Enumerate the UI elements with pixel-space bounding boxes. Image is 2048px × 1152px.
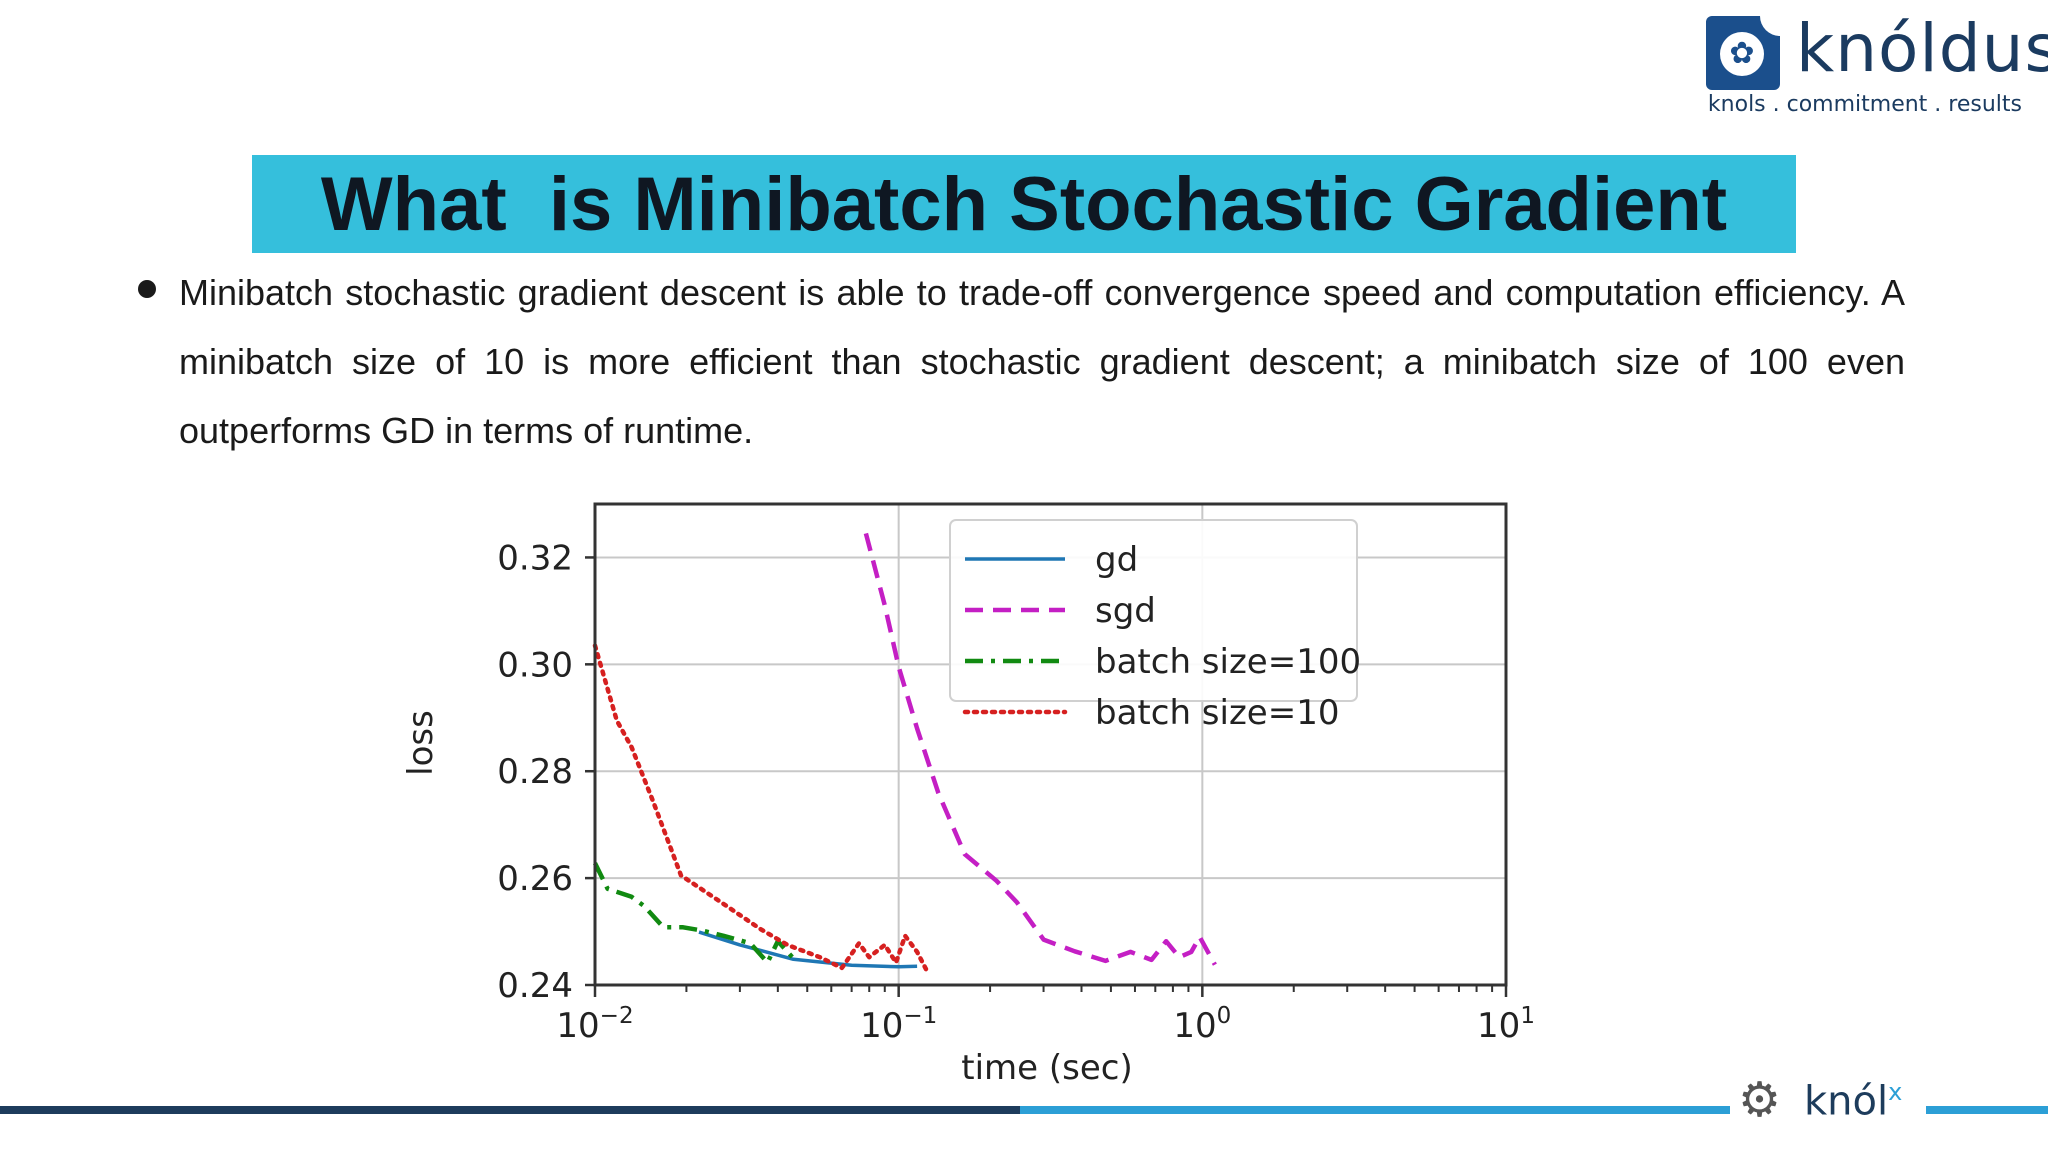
slide-title: What is Minibatch Stochastic Gradient [320,161,1728,247]
footer-line-dark [0,1106,1020,1114]
plot-frame [593,502,1508,987]
logo-name: knóldus [1796,10,2048,87]
logo-tagline: knols . commitment . results [1707,92,2022,117]
knolx-brand: knól [1804,1078,1889,1125]
legend-label: gd [1095,540,1138,580]
series-line-3 [592,643,931,976]
legend-label: sgd [1095,591,1156,631]
series-line-2 [592,862,796,965]
knoldus-logo: ✿ knóldus knols . commitment . results [1706,10,2048,124]
series-line-0 [698,930,918,969]
legend: gd sgd batch size=100 batch size=10 [949,519,1361,733]
legend-box [949,519,1358,702]
footer-line-light [1020,1106,2048,1114]
bullet-dot [138,280,156,298]
x-tick-label: 100 [1173,1003,1231,1046]
bullet-text: Minibatch stochastic gradient descent is… [179,272,1905,451]
x-tick-label: 10−2 [556,1003,633,1046]
y-tick-label: 0.24 [497,966,573,1006]
maple-leaf-icon: ✿ [1706,16,1780,90]
loss-chart: 0.24 0.26 0.28 0.30 0.32 10−2 10−1 100 101 loss … [380,465,1580,1095]
legend-label: batch size=10 [1095,693,1339,733]
knolx-brand-sup: x [1888,1078,1903,1106]
title-bar: What is Minibatch Stochastic Gradient [252,155,1796,253]
y-tick-label: 0.26 [497,859,573,899]
x-axis-label: time (sec) [961,1048,1132,1088]
axes: 0.24 0.26 0.28 0.30 0.32 10−2 10−1 100 101 [497,502,1535,1046]
x-tick-label: 101 [1477,1003,1535,1046]
series-layer [592,532,1217,976]
y-axis-label: loss [401,710,441,776]
legend-label: batch size=100 [1095,642,1361,682]
y-tick-label: 0.32 [497,538,573,578]
y-tick-label: 0.28 [497,752,573,792]
knolx-logo: ⚙ knólx [1730,1058,1926,1144]
x-tick-label: 10−1 [860,1003,937,1046]
head-gears-icon: ⚙ [1738,1072,1782,1128]
y-tick-label: 0.30 [497,645,573,685]
